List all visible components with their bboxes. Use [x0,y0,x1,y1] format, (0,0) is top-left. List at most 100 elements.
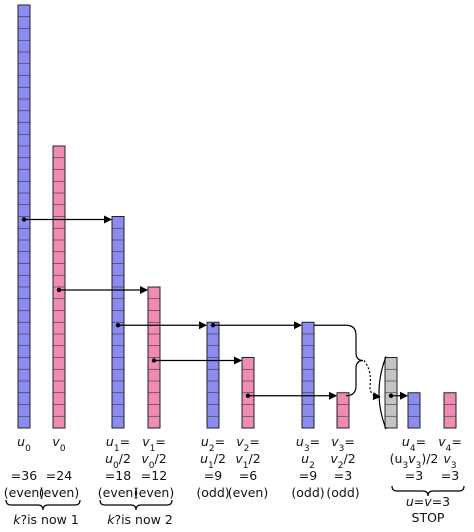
bar [407,392,421,429]
text-piece: 0 [149,461,155,471]
bar [443,392,457,429]
text-piece: 3 [451,461,457,471]
text-piece: u [402,434,410,449]
column-value: =9 [204,468,222,483]
column-value: =18 [105,468,131,483]
text-piece: u [17,434,25,449]
column-value: =24 [46,468,72,483]
text-piece: v [235,451,243,466]
brace [345,324,364,397]
column-parity: (odd) [326,485,359,500]
note: STOP [412,510,445,525]
text-piece: 0 [60,444,66,454]
text-piece: /2 [343,451,355,466]
text-piece: 3 [402,461,408,471]
text-piece: 1 [243,461,249,471]
column-value: =6 [239,468,257,483]
underbrace [391,485,465,497]
column-name: v1= [142,434,166,454]
text-piece: v [236,434,244,449]
text-piece: = [310,434,320,449]
text-piece: =3 [432,494,450,509]
text-piece: 1 [208,461,214,471]
column-parity: (odd) [196,485,229,500]
column-expression: v1/2 [235,451,260,471]
column-expression: u0/2 [105,451,131,471]
text-piece: k [107,512,115,527]
text-piece: 0 [113,461,119,471]
column-parity: (even) [98,485,138,500]
text-piece: 4 [410,444,416,454]
column-expression: (u3v3)/2 [390,451,439,471]
text-piece: /2 [248,451,260,466]
text-piece: v [443,451,451,466]
text-piece: /2 [119,451,131,466]
text-piece: = [416,434,426,449]
text-piece: = [249,434,259,449]
column-value: =36 [11,468,37,483]
note: u=v=3 [406,494,450,509]
text-piece: /2 [214,451,226,466]
underbrace [99,499,173,511]
text-piece: u [106,434,114,449]
text-piece: 2 [244,444,250,454]
bar [206,321,220,429]
column-expression: v2/2 [330,451,355,471]
text-piece: 2 [209,444,215,454]
text-piece: v [424,494,432,509]
column-name: v2= [236,434,260,454]
text-piece: 3 [416,461,422,471]
column-parity: (even) [4,485,44,500]
text-piece: (u [390,451,403,466]
text-piece: u [105,451,113,466]
paren [378,356,387,430]
text-piece: v [52,434,60,449]
text-piece: = [344,434,354,449]
column-name: u1= [106,434,130,454]
text-piece: = [414,494,424,509]
text-piece: ?is now 1 [20,512,78,527]
column-name: u4= [402,434,426,454]
column-name: u3= [296,434,320,454]
column-name: v0 [52,434,65,454]
bar [301,321,315,429]
text-piece: u [200,451,208,466]
column-parity: (even) [134,485,174,500]
column-name: v4= [438,434,462,454]
bar [336,392,350,429]
text-piece: k [13,512,21,527]
text-piece: v [142,434,150,449]
underbrace [5,499,81,511]
column-name: u2= [201,434,225,454]
text-piece: u [296,434,304,449]
column-parity: (even) [228,485,268,500]
text-piece: STOP [412,510,445,525]
text-piece: = [451,434,461,449]
text-piece: = [120,434,130,449]
text-piece: u [201,434,209,449]
dotted-link [363,360,381,401]
text-piece: 3 [304,444,310,454]
text-piece: v [141,451,149,466]
column-expression: u1/2 [200,451,226,471]
column-value: =3 [441,468,459,483]
note: k?is now 1 [13,512,79,527]
column-value: =3 [334,468,352,483]
text-piece: v [330,451,338,466]
column-expression: v0/2 [141,451,166,471]
column-value: =3 [405,468,423,483]
text-piece: 3 [339,444,345,454]
column-parity: (odd) [291,485,324,500]
text-piece: 2 [309,461,315,471]
column-expression: v3 [443,451,456,471]
text-piece: u [301,451,309,466]
column-value: =9 [299,468,317,483]
text-piece: 4 [446,444,452,454]
column-name: u0 [17,434,31,454]
column-name: v3= [331,434,355,454]
text-piece: )/2 [421,451,438,466]
text-piece: 1 [150,444,156,454]
